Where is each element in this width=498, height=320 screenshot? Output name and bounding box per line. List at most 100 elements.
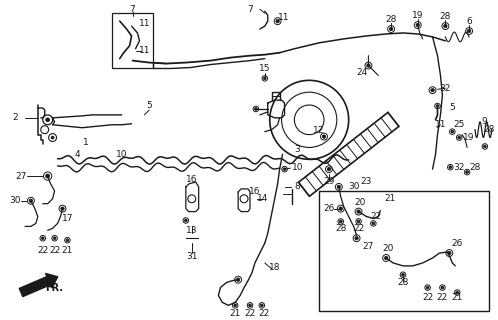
Text: 32: 32 [454, 163, 465, 172]
Text: 22: 22 [371, 212, 382, 221]
Text: 28: 28 [483, 125, 495, 134]
Circle shape [322, 135, 326, 138]
Text: 22: 22 [422, 293, 433, 302]
Text: 28: 28 [397, 278, 409, 287]
Text: 8: 8 [294, 182, 300, 191]
Text: 22: 22 [37, 245, 48, 255]
Text: 17: 17 [62, 214, 73, 223]
Circle shape [441, 286, 444, 289]
Text: 15: 15 [259, 64, 270, 73]
Text: 22: 22 [245, 309, 255, 318]
Circle shape [484, 145, 486, 148]
Text: 28: 28 [440, 12, 451, 21]
Circle shape [283, 168, 286, 171]
Text: 16: 16 [249, 187, 260, 196]
Text: 4: 4 [75, 150, 80, 159]
Circle shape [389, 27, 393, 31]
Circle shape [260, 304, 263, 307]
Circle shape [426, 286, 429, 289]
Circle shape [337, 185, 341, 189]
Text: 19: 19 [412, 11, 423, 20]
Text: 2: 2 [12, 113, 18, 122]
Text: 23: 23 [361, 177, 372, 186]
Text: 7: 7 [129, 5, 135, 14]
Circle shape [29, 199, 33, 203]
Circle shape [372, 222, 374, 225]
Circle shape [276, 20, 279, 23]
Circle shape [46, 174, 50, 178]
Text: 27: 27 [363, 242, 374, 251]
Text: 11: 11 [278, 13, 289, 22]
Text: 10: 10 [116, 150, 127, 159]
Circle shape [327, 167, 331, 171]
Circle shape [451, 130, 454, 133]
Text: 22: 22 [49, 245, 60, 255]
Text: 12: 12 [313, 126, 325, 135]
Text: 5: 5 [449, 103, 455, 112]
Text: 26: 26 [452, 239, 463, 248]
Circle shape [46, 118, 50, 122]
Circle shape [357, 210, 360, 213]
Circle shape [467, 29, 471, 33]
Text: 1: 1 [83, 138, 89, 147]
Circle shape [254, 108, 257, 110]
Text: 26: 26 [323, 204, 335, 213]
Circle shape [263, 77, 266, 80]
Text: 21: 21 [62, 245, 73, 255]
Text: 7: 7 [247, 5, 253, 14]
Text: 10: 10 [292, 163, 303, 172]
Text: 16: 16 [186, 174, 198, 184]
Circle shape [249, 304, 251, 307]
Circle shape [436, 105, 439, 108]
Text: 19: 19 [463, 133, 475, 142]
Text: 28: 28 [385, 15, 397, 24]
Text: 21: 21 [452, 293, 463, 302]
Circle shape [401, 273, 404, 276]
Circle shape [384, 256, 388, 260]
Text: 3: 3 [294, 145, 300, 154]
Text: 28: 28 [469, 163, 481, 172]
Circle shape [458, 136, 461, 139]
Text: 14: 14 [257, 194, 268, 203]
Text: 28: 28 [335, 224, 347, 233]
Text: FR.: FR. [46, 283, 64, 292]
Text: 21: 21 [230, 309, 241, 318]
Circle shape [339, 207, 343, 210]
Bar [319, 191, 489, 311]
Text: 22: 22 [258, 309, 269, 318]
Circle shape [416, 23, 419, 27]
Text: 11: 11 [435, 120, 446, 129]
FancyArrow shape [19, 273, 58, 297]
Text: 25: 25 [454, 120, 465, 129]
Circle shape [456, 291, 459, 294]
Circle shape [53, 237, 56, 240]
Circle shape [41, 237, 44, 240]
Circle shape [367, 64, 370, 67]
Circle shape [466, 171, 469, 173]
Circle shape [355, 236, 358, 240]
Text: 9: 9 [481, 117, 487, 126]
Circle shape [184, 219, 187, 222]
Circle shape [51, 136, 54, 139]
Circle shape [449, 166, 452, 169]
Bar [112, 13, 153, 68]
Text: 21: 21 [384, 194, 396, 203]
Circle shape [66, 239, 69, 242]
Text: 5: 5 [146, 100, 152, 109]
Text: 11: 11 [138, 19, 150, 28]
Text: 6: 6 [466, 17, 472, 26]
Circle shape [340, 220, 342, 223]
Text: 22: 22 [437, 293, 448, 302]
Text: 11: 11 [138, 46, 150, 55]
Text: 31: 31 [186, 252, 198, 260]
Circle shape [237, 278, 240, 281]
Circle shape [357, 220, 360, 223]
Circle shape [61, 207, 64, 210]
Text: 22: 22 [353, 224, 364, 233]
Text: 13: 13 [186, 226, 198, 235]
Circle shape [234, 304, 237, 307]
Text: 30: 30 [348, 182, 360, 191]
Text: 30: 30 [9, 196, 21, 205]
Text: 18: 18 [269, 263, 280, 272]
Circle shape [444, 24, 447, 28]
